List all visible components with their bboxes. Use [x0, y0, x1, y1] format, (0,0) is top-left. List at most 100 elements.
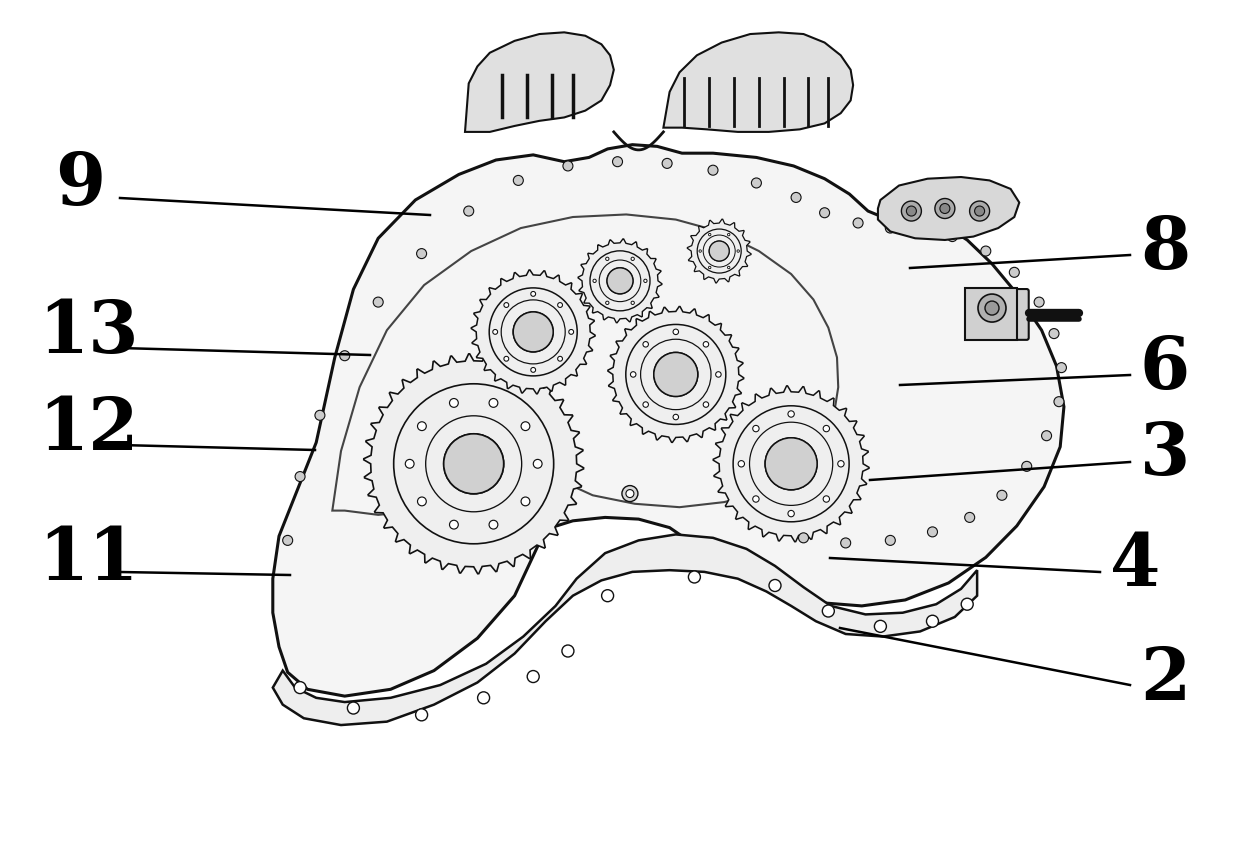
Circle shape — [853, 218, 863, 228]
Circle shape — [477, 692, 490, 704]
Circle shape — [841, 538, 851, 548]
Circle shape — [978, 294, 1006, 322]
Circle shape — [405, 460, 414, 468]
Text: 6: 6 — [1140, 333, 1190, 403]
Circle shape — [450, 520, 459, 529]
Circle shape — [450, 398, 459, 408]
Circle shape — [737, 250, 739, 252]
Circle shape — [928, 527, 937, 537]
Circle shape — [915, 225, 925, 235]
Circle shape — [703, 341, 709, 347]
Circle shape — [935, 198, 955, 219]
Circle shape — [489, 398, 497, 408]
Circle shape — [417, 248, 427, 259]
Bar — [965, 288, 1017, 340]
Circle shape — [885, 535, 895, 545]
Circle shape — [970, 201, 990, 221]
Polygon shape — [273, 534, 977, 725]
PathPatch shape — [471, 270, 595, 394]
Text: 8: 8 — [1140, 213, 1190, 283]
Circle shape — [558, 357, 563, 361]
Circle shape — [608, 268, 632, 294]
Circle shape — [787, 411, 795, 417]
Circle shape — [622, 486, 637, 501]
Circle shape — [653, 352, 698, 397]
Text: 3: 3 — [1140, 420, 1190, 490]
Text: 12: 12 — [38, 395, 139, 465]
Circle shape — [715, 372, 722, 377]
Circle shape — [630, 372, 636, 377]
Circle shape — [373, 297, 383, 307]
Circle shape — [838, 460, 844, 467]
Circle shape — [294, 682, 306, 694]
Circle shape — [340, 351, 350, 361]
Circle shape — [708, 165, 718, 175]
Polygon shape — [878, 177, 1019, 240]
Circle shape — [823, 426, 830, 431]
Circle shape — [492, 329, 497, 334]
PathPatch shape — [713, 386, 869, 542]
Circle shape — [642, 402, 649, 408]
Text: 9: 9 — [55, 150, 105, 220]
Circle shape — [626, 489, 634, 498]
Text: 13: 13 — [38, 298, 139, 368]
Circle shape — [673, 329, 678, 334]
Circle shape — [965, 512, 975, 523]
Circle shape — [347, 702, 360, 714]
Circle shape — [688, 571, 701, 583]
Polygon shape — [663, 32, 853, 132]
Circle shape — [563, 161, 573, 171]
Circle shape — [1056, 363, 1066, 373]
Text: 11: 11 — [38, 524, 139, 596]
Circle shape — [642, 341, 649, 347]
Circle shape — [997, 490, 1007, 500]
Circle shape — [985, 301, 999, 315]
Circle shape — [823, 496, 830, 502]
Circle shape — [1034, 297, 1044, 307]
Circle shape — [751, 178, 761, 188]
Circle shape — [708, 266, 711, 269]
Circle shape — [444, 434, 503, 494]
Circle shape — [503, 357, 508, 361]
Circle shape — [947, 231, 957, 242]
Circle shape — [531, 292, 536, 296]
Circle shape — [906, 206, 916, 216]
Circle shape — [769, 580, 781, 591]
Circle shape — [418, 422, 427, 431]
Circle shape — [901, 201, 921, 221]
Circle shape — [926, 615, 939, 627]
Circle shape — [728, 233, 730, 236]
Circle shape — [521, 422, 529, 431]
Circle shape — [489, 520, 497, 529]
Circle shape — [631, 301, 635, 305]
Circle shape — [1049, 328, 1059, 339]
Circle shape — [569, 329, 574, 334]
Circle shape — [533, 460, 542, 468]
Circle shape — [605, 257, 609, 260]
Circle shape — [513, 311, 553, 352]
PathPatch shape — [687, 220, 751, 283]
Circle shape — [503, 303, 508, 307]
Circle shape — [315, 410, 325, 420]
Circle shape — [531, 368, 536, 372]
Circle shape — [981, 246, 991, 256]
Circle shape — [709, 241, 729, 261]
Circle shape — [753, 496, 759, 502]
Circle shape — [662, 158, 672, 168]
PathPatch shape — [608, 306, 744, 443]
Circle shape — [940, 203, 950, 214]
Circle shape — [728, 266, 730, 269]
Text: 2: 2 — [1140, 644, 1190, 716]
Circle shape — [961, 598, 973, 610]
Circle shape — [295, 471, 305, 482]
Circle shape — [1042, 431, 1052, 441]
Circle shape — [562, 645, 574, 657]
PathPatch shape — [578, 239, 662, 323]
Circle shape — [1054, 397, 1064, 407]
Circle shape — [820, 208, 830, 218]
Circle shape — [1022, 461, 1032, 471]
Circle shape — [699, 250, 702, 252]
Circle shape — [975, 206, 985, 216]
Circle shape — [513, 175, 523, 186]
Circle shape — [464, 206, 474, 216]
